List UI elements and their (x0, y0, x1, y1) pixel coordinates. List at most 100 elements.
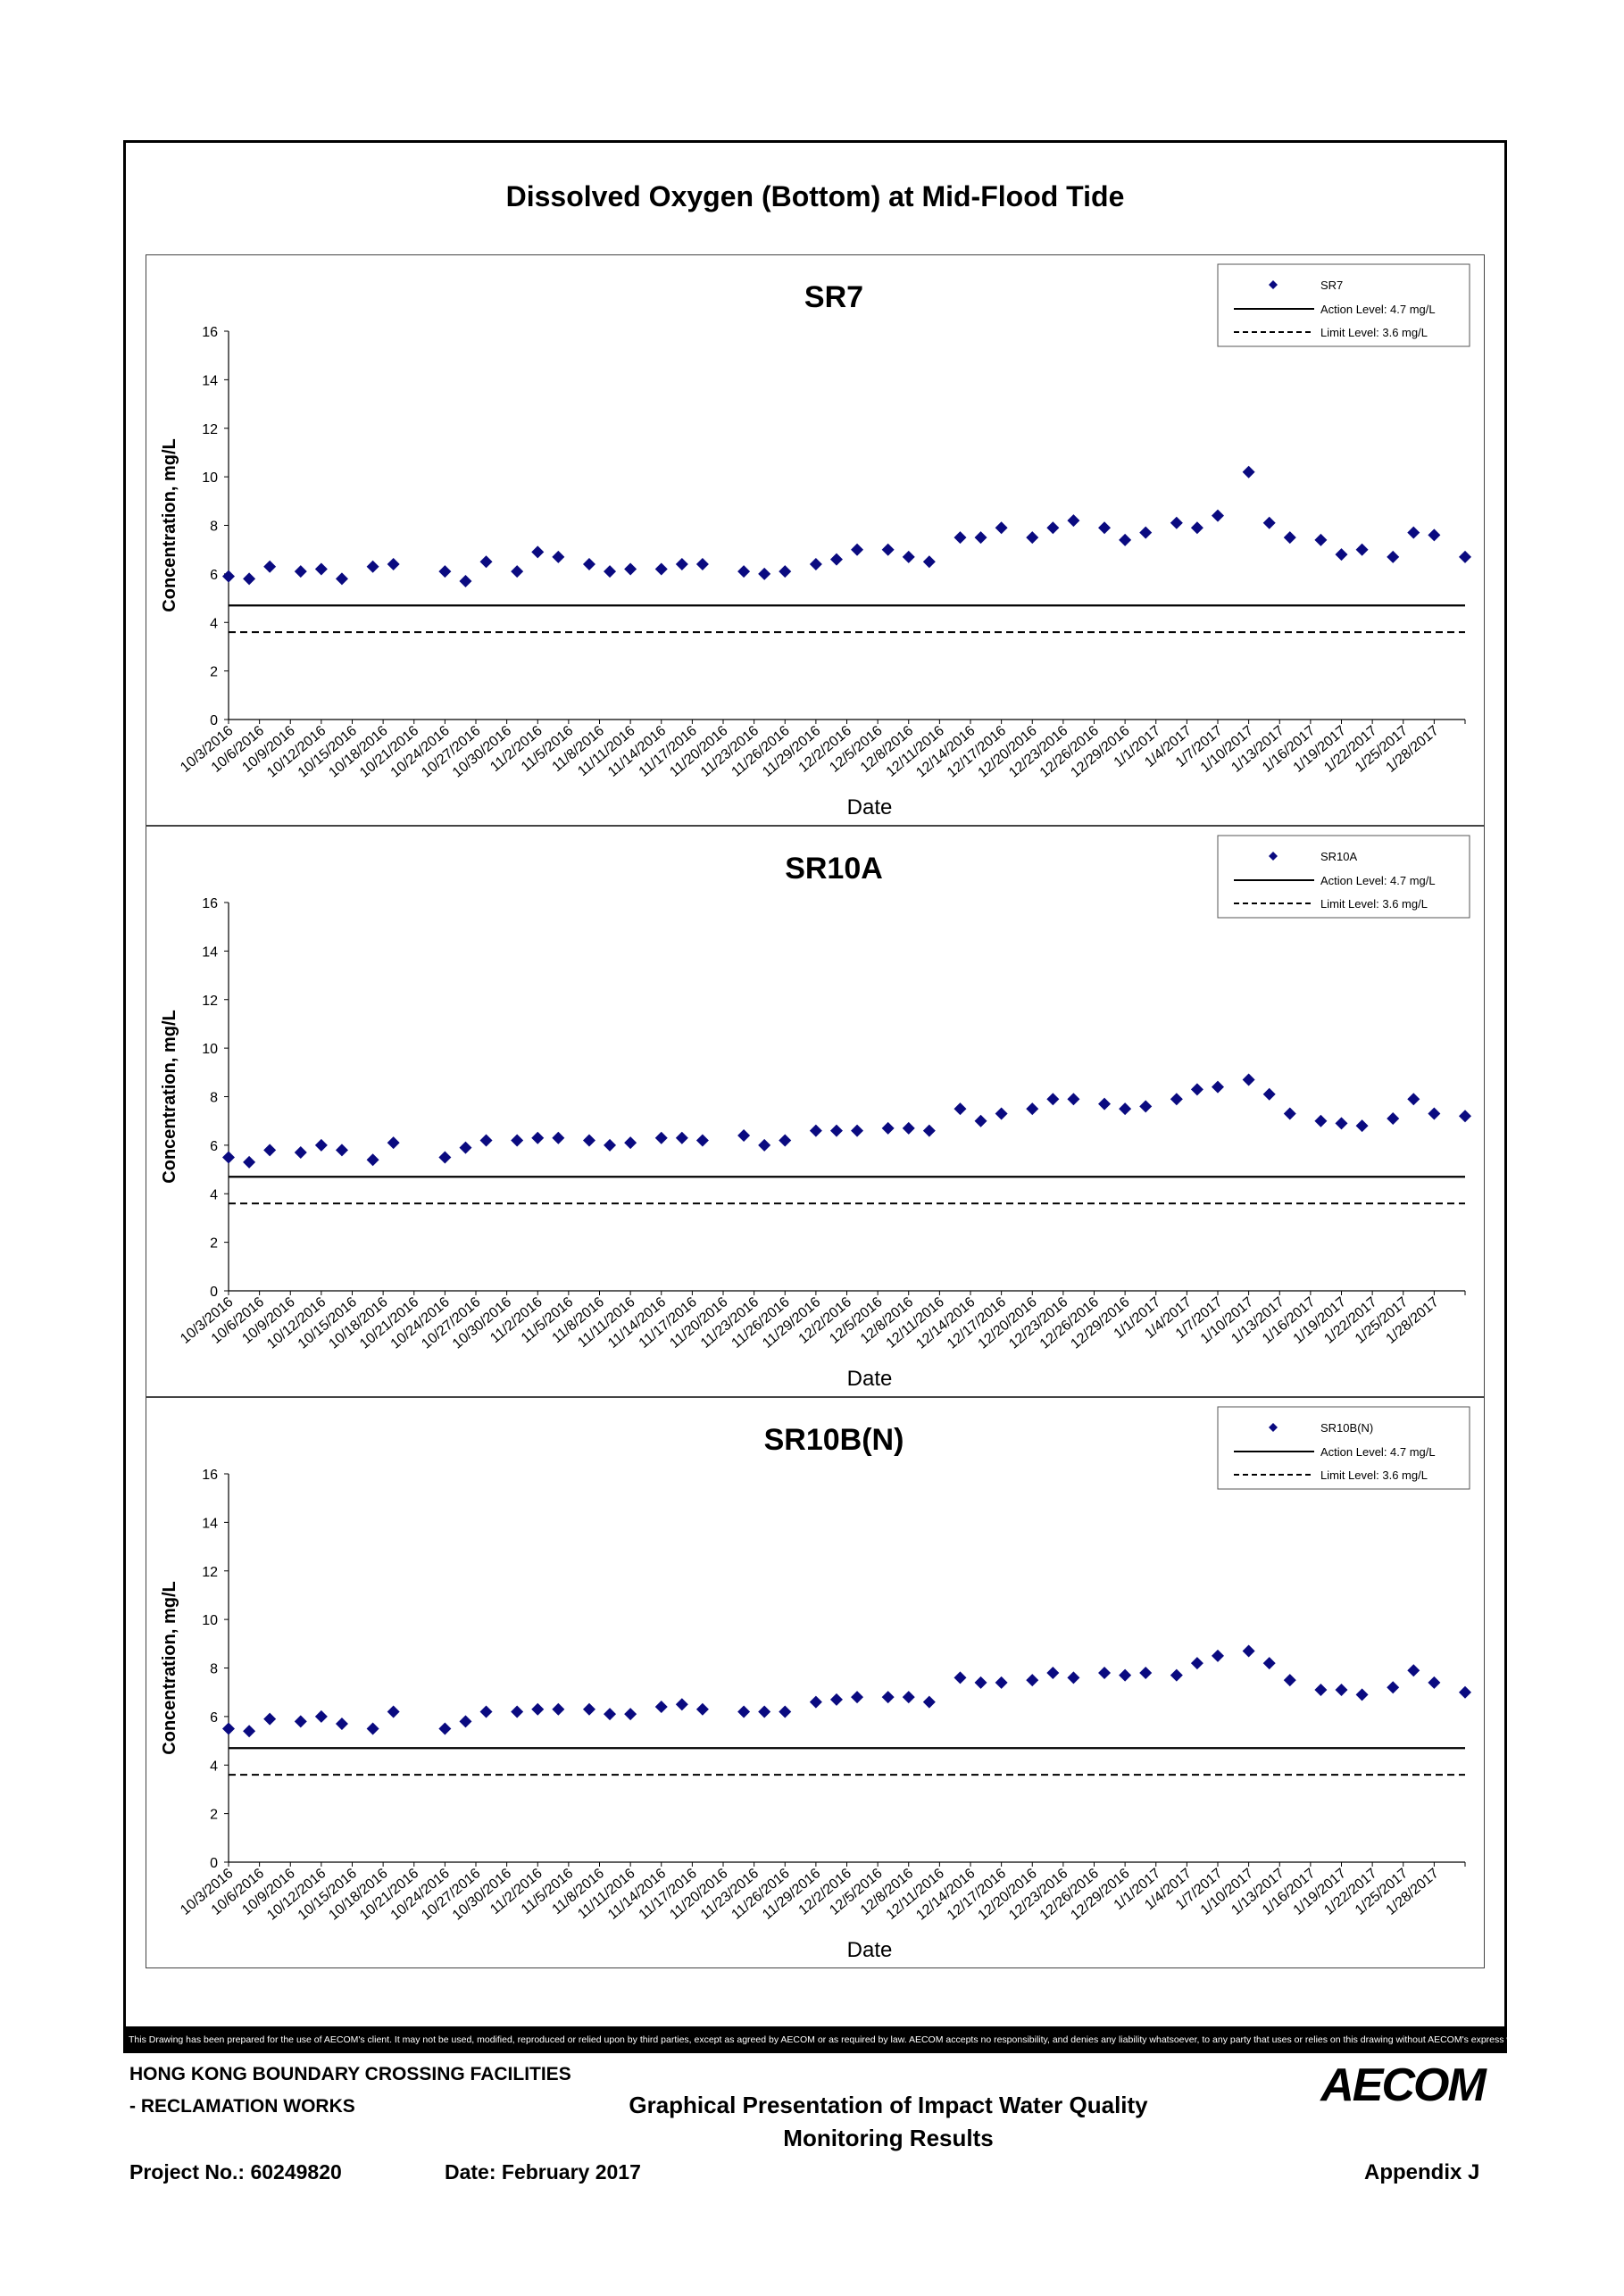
data-point (1139, 1100, 1153, 1113)
chart-title: SR7 (804, 280, 863, 314)
data-point (582, 558, 595, 570)
data-point (954, 1671, 967, 1685)
y-tick-label: 12 (202, 422, 218, 437)
data-point (1170, 1668, 1183, 1682)
y-tick-label: 10 (202, 1613, 218, 1628)
data-point (1355, 1688, 1369, 1701)
data-point (552, 1131, 565, 1144)
legend-action-label: Action Level: 4.7 mg/L (1320, 1445, 1436, 1459)
legend-series-label: SR7 (1320, 279, 1343, 292)
data-point (654, 562, 668, 576)
data-point (604, 1138, 617, 1152)
data-point (1335, 1117, 1348, 1130)
data-point (851, 1691, 864, 1704)
data-point (1387, 550, 1400, 563)
data-point (881, 1121, 895, 1135)
data-point (675, 1131, 688, 1144)
legend-marker (1269, 1423, 1278, 1432)
data-point (511, 1705, 524, 1718)
data-point (1428, 528, 1441, 542)
data-point (851, 543, 864, 556)
data-point (263, 560, 277, 573)
data-point (1335, 548, 1348, 562)
drawing-title-line1: Graphical Presentation of Impact Water Q… (629, 2092, 1148, 2118)
data-point (624, 1708, 637, 1721)
legend-limit-label: Limit Level: 3.6 mg/L (1320, 326, 1428, 339)
data-point (366, 1153, 379, 1167)
data-point (902, 550, 915, 563)
chart-svg: SR10B(N) 0 2 4 6 8 10 12 14 16 Concentration, mg/L… (160, 1406, 1471, 1962)
data-point (1026, 1102, 1039, 1116)
data-point (222, 1151, 235, 1164)
data-point (758, 1705, 771, 1718)
y-axis-label: Concentration, mg/L (160, 1010, 179, 1183)
legend-box (1217, 263, 1470, 347)
data-point (294, 565, 307, 578)
data-point (263, 1144, 277, 1157)
data-point (552, 550, 565, 563)
data-point (758, 1138, 771, 1152)
data-point (438, 1151, 452, 1164)
data-point (511, 565, 524, 578)
data-point (366, 560, 379, 573)
drawing-date: Date: February 2017 (445, 2160, 641, 2184)
y-tick-label: 6 (210, 568, 218, 583)
data-point (1119, 1668, 1132, 1682)
data-point (531, 1702, 545, 1716)
data-point (1026, 1674, 1039, 1687)
chart-panel-sr7: SR7 0 2 4 6 8 10 12 14 16 Concentration, mg/L 10/3/… (146, 254, 1485, 826)
y-tick-label: 0 (210, 1285, 218, 1300)
data-point (654, 1131, 668, 1144)
data-point (294, 1146, 307, 1160)
data-point (459, 575, 472, 588)
data-point (531, 1131, 545, 1144)
data-point (335, 1718, 348, 1731)
data-point (582, 1702, 595, 1716)
data-point (1407, 1093, 1420, 1106)
y-tick-label: 16 (202, 325, 218, 340)
y-tick-label: 2 (210, 665, 218, 680)
data-point (1262, 516, 1276, 529)
data-point (829, 553, 843, 566)
data-point (335, 572, 348, 586)
data-point (294, 1715, 307, 1728)
data-point (1212, 1649, 1224, 1662)
data-point (1046, 1093, 1060, 1106)
legend-action-label: Action Level: 4.7 mg/L (1320, 874, 1436, 887)
main-title: Dissolved Oxygen (Bottom) at Mid-Flood T… (505, 180, 1125, 212)
data-point (758, 567, 771, 580)
data-point (1262, 1657, 1276, 1670)
data-point (922, 1695, 936, 1709)
data-point (695, 1702, 709, 1716)
y-tick-label: 2 (210, 1236, 218, 1252)
data-point (335, 1144, 348, 1157)
data-point (881, 543, 895, 556)
data-point (438, 565, 452, 578)
data-point (809, 1695, 822, 1709)
data-point (954, 1102, 967, 1116)
data-point (624, 1136, 637, 1150)
y-tick-label: 16 (202, 896, 218, 911)
data-point (779, 565, 792, 578)
data-point (1335, 1683, 1348, 1696)
data-point (1046, 521, 1060, 535)
chart-title: SR10A (785, 852, 883, 886)
data-point (809, 1124, 822, 1137)
data-point (314, 1710, 328, 1723)
aecom-logo-text: AECOM (1319, 2060, 1487, 2107)
y-tick-label: 2 (210, 1808, 218, 1823)
data-point (902, 1121, 915, 1135)
data-point (1067, 1093, 1080, 1106)
data-point (737, 565, 751, 578)
legend-limit-label: Limit Level: 3.6 mg/L (1320, 1468, 1428, 1482)
x-axis-label: Date (847, 1367, 893, 1391)
y-tick-label: 12 (202, 1565, 218, 1580)
data-point (438, 1722, 452, 1735)
data-point (552, 1702, 565, 1716)
data-point (1283, 1674, 1296, 1687)
drawing-frame: Dissolved Oxygen (Bottom) at Mid-Flood T… (123, 140, 1507, 2053)
data-point (995, 1676, 1008, 1689)
data-point (604, 1708, 617, 1721)
data-point (479, 1134, 493, 1147)
